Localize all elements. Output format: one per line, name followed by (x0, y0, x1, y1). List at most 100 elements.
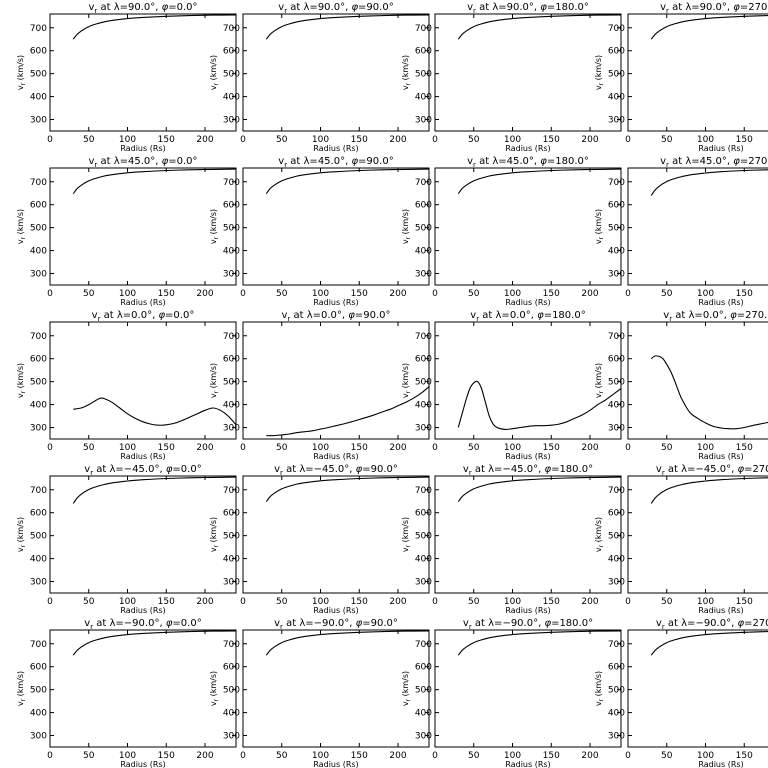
x-tick-label: 50 (83, 443, 95, 453)
plot-frame (434, 13, 622, 132)
x-tick-label: 100 (312, 597, 329, 607)
chart-title: vr at λ=0.0°, φ=0.0° (92, 310, 195, 323)
chart-title: vr at λ=−45.0°, φ=270.0° (656, 464, 768, 477)
y-tick-label: 700 (415, 486, 432, 496)
y-tick-label: 700 (30, 332, 47, 342)
y-axis-label: vr (km/s) (209, 363, 220, 398)
chart-title: vr at λ=90.0°, φ=0.0° (88, 2, 197, 15)
x-axis-label: Radius (Rs) (505, 298, 550, 307)
title-latitude: at λ=90.0°, (476, 2, 540, 13)
plot-frame (627, 475, 768, 594)
title-phi-symbol: φ (537, 310, 544, 321)
title-longitude: =90.0° (362, 618, 398, 629)
y-axis-label: vr (km/s) (209, 517, 220, 552)
x-tick-label: 0 (240, 597, 246, 607)
y-label-units: (km/s) (594, 517, 603, 545)
x-tick-label: 50 (468, 597, 480, 607)
y-axis-label: vr (km/s) (16, 55, 27, 90)
y-tick-label: 400 (608, 401, 625, 411)
y-label-subscript: r (20, 544, 27, 547)
x-tick-label: 0 (625, 751, 631, 761)
x-tick-label: 150 (158, 443, 175, 453)
x-tick-label: 0 (625, 135, 631, 145)
chart-panel: vr at λ=−90.0°, φ=180.0°0 50 100 150 2003004… (401, 618, 622, 768)
x-tick-label: 0 (47, 597, 53, 607)
title-latitude: at λ=0.0°, (290, 310, 348, 321)
chart-panel: vr at λ=0.0°, φ=0.0°0 50 100 150 20030040050… (16, 310, 237, 461)
y-tick-label: 500 (415, 70, 432, 80)
x-axis-label: Radius (Rs) (698, 452, 743, 461)
y-tick-label: 600 (415, 47, 432, 57)
plot-frame (49, 321, 237, 440)
x-tick-label: 100 (697, 751, 714, 761)
title-latitude: at λ=45.0°, (97, 156, 161, 167)
y-label-subscript: r (405, 698, 412, 701)
title-latitude: at λ=0.0°, (479, 310, 537, 321)
x-tick-label: 100 (312, 443, 329, 453)
y-tick-label: 500 (223, 686, 240, 696)
y-label-units: (km/s) (401, 363, 410, 391)
title-latitude: at λ=−90.0°, (93, 618, 166, 629)
y-axis-label: vr (km/s) (16, 671, 27, 706)
x-tick-label: 200 (581, 751, 598, 761)
y-label-symbol: v (209, 701, 218, 706)
title-phi-symbol: φ (540, 2, 547, 13)
y-axis-label: vr (km/s) (401, 363, 412, 398)
y-label-units: (km/s) (209, 55, 218, 83)
y-tick-label: 400 (608, 247, 625, 257)
title-subscript: r (90, 469, 93, 477)
x-tick-label: 50 (276, 597, 288, 607)
title-symbol: v (660, 156, 666, 167)
y-tick-label: 300 (415, 732, 432, 742)
y-tick-label: 600 (608, 355, 625, 365)
x-tick-label: 150 (736, 135, 753, 145)
y-tick-label: 500 (608, 532, 625, 542)
y-tick-label: 300 (415, 116, 432, 126)
y-label-units: (km/s) (16, 55, 25, 83)
y-tick-label: 600 (415, 509, 432, 519)
title-subscript: r (280, 623, 283, 631)
y-label-subscript: r (598, 390, 605, 393)
y-label-subscript: r (213, 698, 220, 701)
y-label-symbol: v (16, 239, 25, 244)
x-tick-label: 200 (389, 135, 406, 145)
y-tick-label: 400 (223, 401, 240, 411)
y-tick-label: 700 (608, 24, 625, 34)
y-tick-label: 300 (223, 116, 240, 126)
plot-frame (627, 629, 768, 748)
title-symbol: v (281, 310, 287, 321)
x-tick-label: 0 (625, 289, 631, 299)
y-label-subscript: r (598, 82, 605, 85)
y-tick-label: 400 (608, 555, 625, 565)
title-latitude: at λ=−90.0°, (472, 618, 545, 629)
title-subscript: r (669, 315, 672, 323)
chart-panel: vr at λ=−45.0°, φ=90.0°0 50 100 150 20030040… (209, 464, 430, 615)
y-label-units: (km/s) (16, 671, 25, 699)
y-label-units: (km/s) (209, 363, 218, 391)
y-tick-label: 300 (223, 578, 240, 588)
y-tick-label: 300 (30, 424, 47, 434)
x-tick-label: 200 (196, 135, 213, 145)
y-tick-label: 600 (30, 355, 47, 365)
title-symbol: v (278, 2, 284, 13)
title-subscript: r (473, 7, 476, 15)
chart-panel: vr at λ=−90.0°, φ=0.0°0 50 100 150 200300400… (16, 618, 237, 768)
x-tick-label: 100 (504, 289, 521, 299)
y-label-symbol: v (16, 701, 25, 706)
title-symbol: v (88, 156, 94, 167)
y-tick-label: 600 (223, 47, 240, 57)
x-axis-label: Radius (Rs) (505, 606, 550, 615)
title-phi-symbol: φ (158, 310, 165, 321)
chart-panel: vr at λ=45.0°, φ=0.0°0 50 100 150 2003004005… (16, 156, 237, 307)
title-phi-symbol: φ (540, 156, 547, 167)
chart-title: vr at λ=90.0°, φ=270.0° (660, 2, 768, 15)
x-tick-label: 150 (158, 597, 175, 607)
y-tick-label: 600 (608, 509, 625, 519)
y-tick-label: 600 (608, 47, 625, 57)
y-axis-label: vr (km/s) (594, 209, 605, 244)
title-symbol: v (660, 2, 666, 13)
title-longitude: =180.0° (544, 310, 586, 321)
title-longitude: =180.0° (551, 618, 593, 629)
y-label-symbol: v (16, 85, 25, 90)
